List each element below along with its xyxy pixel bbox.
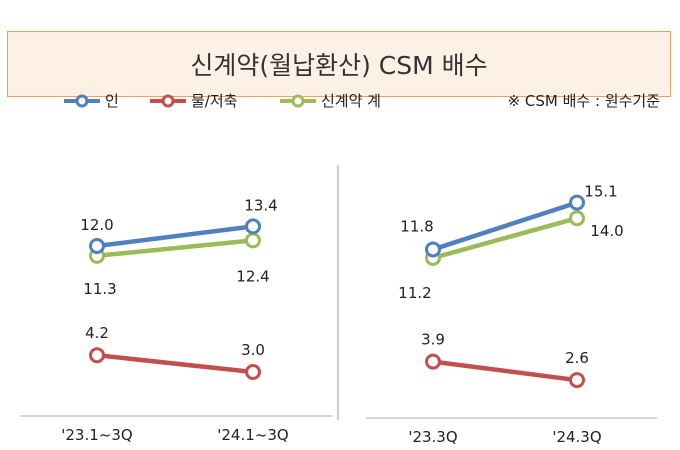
x-tick-label: '23.3Q	[408, 428, 457, 446]
data-label: 4.2	[85, 324, 109, 342]
data-point	[569, 210, 585, 227]
data-label: 3.9	[421, 331, 445, 349]
data-label: 13.4	[244, 196, 277, 214]
legend-item-in: 인	[62, 90, 119, 111]
data-point	[425, 241, 441, 258]
data-label: 12.0	[80, 216, 113, 234]
data-point	[89, 347, 105, 364]
series-line	[432, 359, 578, 383]
data-point	[569, 372, 585, 389]
chart-title: 신계약(월납환산) CSM 배수	[7, 31, 671, 97]
legend-marker-icon	[280, 94, 316, 107]
legend-marker-icon	[150, 94, 186, 107]
legend-item-new-contract-total: 신계약 계	[278, 90, 381, 111]
data-label: 11.3	[83, 280, 116, 298]
series-line	[96, 224, 254, 249]
series-line	[96, 238, 254, 259]
data-label: 14.0	[590, 222, 623, 240]
data-point	[425, 353, 441, 370]
basis-note: ※ CSM 배수 : 원수기준	[507, 92, 660, 110]
data-point	[245, 232, 261, 249]
data-label: 12.4	[236, 267, 269, 285]
legend-marker-icon	[64, 94, 100, 107]
data-point	[245, 364, 261, 380]
data-label: 15.1	[584, 183, 617, 201]
data-label: 2.6	[565, 349, 589, 367]
x-tick-label: '24.1~3Q	[217, 426, 288, 444]
legend-item-property-savings: 물/저축	[148, 90, 237, 111]
data-point	[569, 194, 585, 211]
series-line	[96, 352, 254, 375]
data-label: 3.0	[241, 341, 265, 359]
series-line	[432, 216, 578, 261]
legend-label: 물/저축	[191, 92, 238, 110]
data-point	[89, 238, 105, 254]
series-line	[432, 200, 578, 252]
x-tick-label: '24.3Q	[552, 428, 601, 446]
legend: 인 물/저축 신계약 계 ※ CSM 배수 : 원수기준	[0, 88, 680, 118]
legend-label: 인	[105, 92, 119, 110]
legend-label: 신계약 계	[321, 92, 381, 110]
x-tick-label: '23.1~3Q	[61, 426, 132, 444]
data-label: 11.8	[400, 217, 433, 235]
data-label: 11.2	[398, 284, 431, 302]
data-point	[245, 218, 261, 235]
